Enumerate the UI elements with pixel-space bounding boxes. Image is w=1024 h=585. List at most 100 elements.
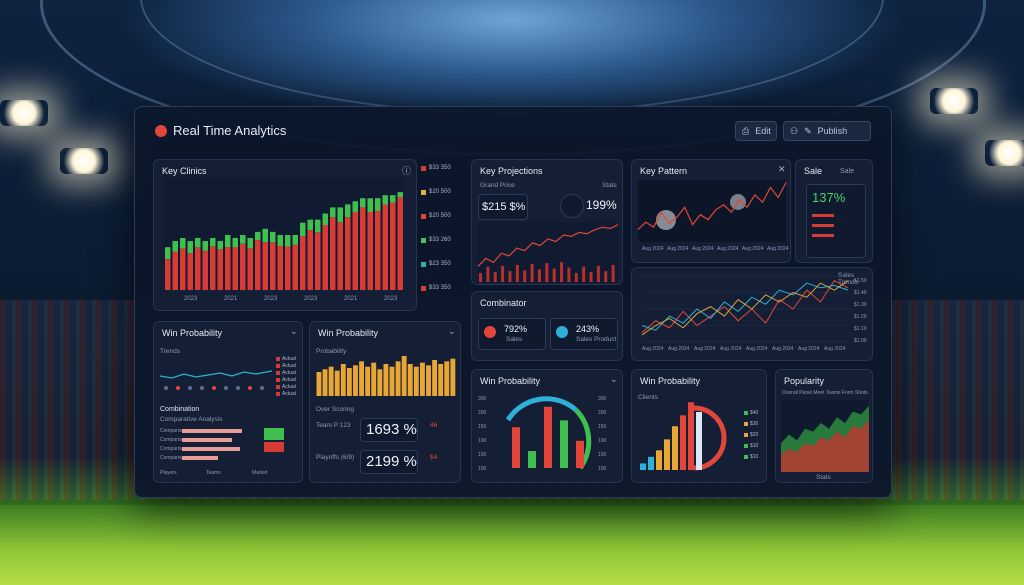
trend-dot <box>248 386 252 390</box>
gauge-bar <box>576 440 584 468</box>
bar-segment-red <box>225 247 231 290</box>
win-probability-gauge-chart: 300 300 200 200 150 150 100 100 100 100 100 100 <box>478 396 607 472</box>
legend-item: $40 <box>744 410 758 416</box>
bar-segment-red <box>330 217 336 290</box>
probability-bar <box>401 356 407 396</box>
legend-label: Actual <box>282 356 296 362</box>
edit-button[interactable]: ⎙ Edit <box>735 121 777 141</box>
bar-segment-green <box>360 198 366 208</box>
y-tick-label: 300 <box>598 396 607 402</box>
y-tick-label: 100 <box>598 452 607 458</box>
y-tick-label: 200 <box>598 410 607 416</box>
chevron-down-icon[interactable]: ⌄ <box>610 374 618 384</box>
legend-label: Actual <box>282 377 296 383</box>
probability-bar <box>365 366 371 396</box>
bar-segment-red <box>202 250 208 290</box>
trend-dot <box>236 386 240 390</box>
info-icon[interactable]: ⓘ <box>402 166 412 176</box>
legend-label: $20 500 <box>429 189 451 195</box>
bar-segment-red <box>270 242 276 290</box>
bar-segment-red <box>172 251 178 290</box>
key-pattern-card: Key Pattern ✕ Aug 2024 Aug 2024 Aug 2024 Au… <box>631 159 791 263</box>
y-tick-label: 200 <box>478 410 487 416</box>
win-probability-card: Win Probability Clients $40 $30 $20 $10 $10 <box>631 369 767 483</box>
bar-segment-green <box>307 219 313 231</box>
y-tick-label: 300 <box>478 396 487 402</box>
legend-swatch <box>276 364 280 368</box>
x-tick-label: Aug 2024 <box>694 346 716 352</box>
legend-label: $10 <box>750 443 759 449</box>
bar-segment-red <box>247 248 253 290</box>
comparison-bar <box>182 456 218 460</box>
gauge-bar <box>664 439 670 470</box>
y-tick-label: $1.40 <box>854 290 867 296</box>
win-probability-card: Win Probability ⌄ Trends Actual Actual Act… <box>153 321 303 483</box>
x-tick-label: Aug 2024 <box>667 246 689 252</box>
x-tick-label: Aug 2024 <box>720 346 742 352</box>
bar-segment-green <box>232 238 238 248</box>
bar-segment-green <box>255 231 261 241</box>
y-tick-label: $1.50 <box>854 278 867 284</box>
trend-dot <box>224 386 228 390</box>
bar-segment-green <box>210 238 216 247</box>
projection-chart <box>477 222 619 282</box>
legend-swatch <box>276 392 280 396</box>
key-projections-card: Key Projections Grand Price $215 $% 199%… <box>471 159 623 285</box>
printer-icon: ⎙ <box>742 125 750 136</box>
bar-segment-green <box>262 228 268 243</box>
bar-segment-green <box>270 231 276 243</box>
trend-line <box>159 370 273 379</box>
bar-segment-red <box>165 259 171 290</box>
y-tick-label: $1.00 <box>854 338 867 344</box>
win-probability-card: Win Probability ⌄ 300 300 200 200 150 150 100 1… <box>471 369 623 483</box>
legend-label: $33 350 <box>429 285 451 291</box>
x-tick-label: 2023 <box>264 296 278 302</box>
pencil-icon: ✎ <box>804 125 812 136</box>
section-title: Combination <box>160 406 200 413</box>
stat-pie-icon <box>484 326 496 338</box>
legend-swatch <box>421 261 426 267</box>
legend-label: $10 <box>750 454 759 460</box>
legend-swatch <box>421 237 426 243</box>
projection-tag: Stats <box>602 182 617 189</box>
chart-legend: Sales Trends <box>838 272 858 286</box>
chevron-down-icon[interactable]: ⌄ <box>448 326 456 336</box>
bar-segment-red <box>240 243 246 290</box>
chart-plot-area <box>638 180 786 242</box>
projection-bar <box>493 272 497 282</box>
legend-swatch <box>421 285 426 291</box>
card-title: Key Clinics <box>162 166 207 176</box>
bar-label: Comparison <box>160 428 187 434</box>
projection-bar <box>589 272 593 282</box>
publish-toolbar[interactable]: ⚇ ✎ Publish <box>783 121 871 141</box>
chevron-down-icon[interactable]: ⌄ <box>290 326 298 336</box>
probability-bar <box>359 361 364 396</box>
trend-dot <box>200 386 204 390</box>
x-tick-label: Aug 2024 <box>692 246 714 252</box>
probability-bar <box>316 372 322 396</box>
comparison-bar <box>182 438 232 442</box>
x-tick-label: Aug 2024 <box>746 346 768 352</box>
app-title: Real Time Analytics <box>173 123 287 138</box>
bar-segment-green <box>337 207 343 223</box>
legend-item: Actual <box>276 370 296 376</box>
close-icon[interactable]: ✕ <box>778 164 786 174</box>
bar-segment-green <box>375 198 381 212</box>
combined-trend-card: Sales Trends Aug 2024 Aug 2024 Aug 2024 Aug… <box>631 267 873 361</box>
legend-label: Actual <box>282 370 296 376</box>
bar-segment-green <box>285 234 291 247</box>
legend-item: $33 350 <box>421 285 451 291</box>
sale-bar <box>812 234 834 237</box>
dashboard-header: Real Time Analytics ⎙ Edit ⚇ ✎ Publish <box>135 107 891 155</box>
legend-item: $10 <box>744 454 758 460</box>
probability-bar <box>383 364 389 396</box>
legend-swatch <box>276 371 280 375</box>
bar-segment-red <box>397 197 403 290</box>
sale-bar <box>812 214 834 217</box>
projection-bar <box>611 264 615 282</box>
bar-segment-red <box>292 244 298 290</box>
trend-dot <box>212 386 216 390</box>
y-tick-label: 150 <box>598 424 607 430</box>
bar-segment-red <box>187 253 193 290</box>
stat-box <box>360 450 418 474</box>
